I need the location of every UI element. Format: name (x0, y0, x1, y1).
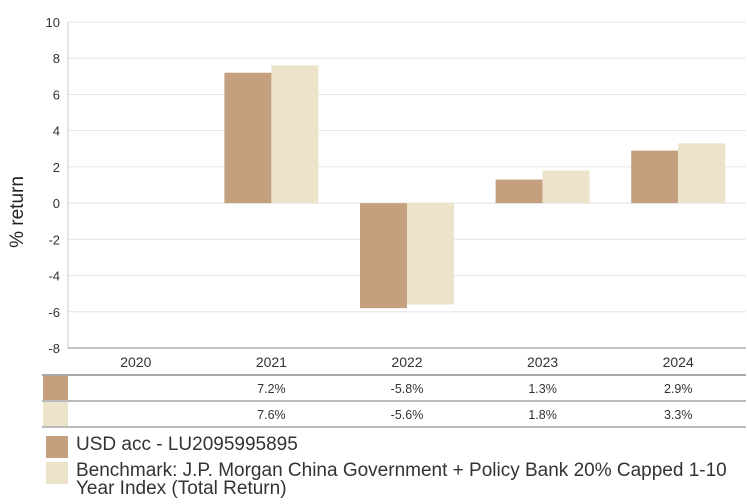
y-axis-label: % return (7, 176, 28, 248)
legend-item-benchmark: Benchmark: J.P. Morgan China Government … (46, 460, 746, 499)
table-cell: 7.6% (257, 408, 286, 422)
x-tick-label: 2020 (120, 354, 151, 370)
data-table: 7.2% -5.8% 1.3% 2.9% 7.6% -5.6% 1.8% 3.3% (42, 374, 746, 428)
legend-label-fund: USD acc - LU2095995895 (76, 434, 298, 455)
bar-fund-2024 (631, 150, 679, 204)
y-tick-label: 0 (53, 196, 60, 211)
y-tick-label: 2 (53, 160, 60, 175)
table-swatch-fund (43, 376, 68, 400)
bar-fund-2023 (495, 179, 543, 204)
y-tick-label: 6 (53, 87, 60, 102)
table-cell: 2.9% (664, 382, 693, 396)
legend: USD acc - LU2095995895 Benchmark: J.P. M… (46, 434, 746, 502)
y-tick-label: 10 (46, 15, 60, 30)
table-cell: 1.3% (528, 382, 557, 396)
y-tick-label: 8 (53, 51, 60, 66)
y-tick-label: -4 (48, 269, 60, 284)
y-tick-label: -2 (48, 232, 60, 247)
legend-label-benchmark: Benchmark: J.P. Morgan China Government … (76, 460, 727, 499)
legend-swatch-fund (46, 436, 68, 458)
bar-benchmark-2024 (678, 143, 726, 204)
x-tick-label: 2021 (256, 354, 287, 370)
bar-fund-2021 (224, 72, 272, 204)
table-cell: 7.2% (257, 382, 286, 396)
x-tick-label: 2022 (391, 354, 422, 370)
y-tick-label: 4 (53, 124, 60, 139)
y-tick-label: -8 (48, 341, 60, 356)
bars (224, 65, 726, 309)
bar-benchmark-2022 (407, 203, 454, 305)
bar-fund-2022 (360, 203, 407, 309)
legend-swatch-benchmark (46, 462, 68, 484)
bar-benchmark-2021 (271, 65, 319, 204)
bar-benchmark-2023 (542, 170, 590, 204)
table-cell: 1.8% (528, 408, 557, 422)
x-tick-label: 2023 (527, 354, 558, 370)
table-cell: -5.8% (391, 382, 424, 396)
y-tick-label: -6 (48, 305, 60, 320)
legend-item-fund: USD acc - LU2095995895 (46, 434, 746, 458)
table-swatch-benchmark (43, 402, 68, 426)
table-cell: -5.6% (391, 408, 424, 422)
axes: -8 -6 -4 -2 0 2 4 6 8 10 2020 2021 2022 2023 2024 (46, 15, 746, 370)
x-tick-label: 2024 (663, 354, 694, 370)
table-cell: 3.3% (664, 408, 693, 422)
